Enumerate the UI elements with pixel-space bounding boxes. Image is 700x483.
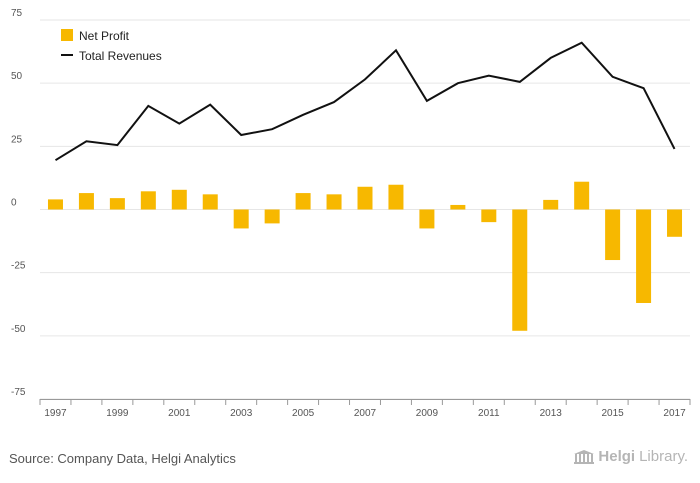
legend: Net Profit Total Revenues bbox=[61, 29, 162, 63]
net-profit-bar bbox=[140, 191, 156, 210]
x-tick-label: 2003 bbox=[230, 408, 253, 419]
y-tick-label: 75 bbox=[11, 8, 23, 19]
y-tick-label: 0 bbox=[11, 198, 17, 209]
x-tick-label: 2017 bbox=[663, 408, 686, 419]
x-tick-label: 2009 bbox=[416, 408, 439, 419]
net-profit-bar bbox=[636, 209, 652, 303]
net-profit-bars bbox=[47, 181, 683, 331]
total-revenues-polyline bbox=[54, 41, 676, 162]
brand-suffix: Library. bbox=[639, 448, 688, 465]
net-profit-bar bbox=[202, 194, 218, 210]
legend-bar-swatch bbox=[61, 29, 73, 41]
x-tick-label: 2005 bbox=[292, 408, 315, 419]
net-profit-bar bbox=[512, 209, 528, 331]
x-axis: 1997 1999 2001 2003 2005 2007 2009 2011 2013 2015… bbox=[39, 399, 691, 419]
net-profit-bar bbox=[357, 186, 373, 210]
net-profit-bar bbox=[419, 209, 435, 229]
x-tick-label: 1997 bbox=[44, 408, 67, 419]
net-profit-bar bbox=[326, 194, 342, 210]
net-profit-bar bbox=[295, 193, 311, 210]
net-profit-bar bbox=[264, 209, 280, 224]
source-text: Source: Company Data, Helgi Analytics bbox=[9, 451, 236, 466]
footer: Source: Company Data, Helgi Analytics He… bbox=[0, 438, 700, 483]
net-profit-bar bbox=[78, 193, 94, 210]
y-tick-label: -75 bbox=[11, 387, 26, 398]
legend-label-net-profit: Net Profit bbox=[79, 29, 130, 43]
brand-name: Helgi bbox=[598, 448, 636, 465]
net-profit-bar bbox=[388, 184, 404, 210]
x-tick-label: 2015 bbox=[601, 408, 624, 419]
x-tick-label: 1999 bbox=[106, 408, 129, 419]
y-tick-label: 50 bbox=[11, 71, 23, 82]
net-profit-bar bbox=[574, 181, 590, 210]
y-axis-ticks: 75 50 25 0 -25 -50 -75 bbox=[11, 8, 26, 398]
net-profit-bar bbox=[233, 209, 249, 229]
x-tick-label: 2007 bbox=[354, 408, 377, 419]
x-tick-label: 2013 bbox=[540, 408, 563, 419]
net-profit-bar bbox=[171, 189, 187, 210]
x-tick-label: 2001 bbox=[168, 408, 191, 419]
net-profit-bar bbox=[47, 199, 63, 210]
net-profit-bar bbox=[450, 204, 466, 210]
legend-label-total-revenues: Total Revenues bbox=[79, 49, 162, 63]
helgi-library-logo: Helgi Library. bbox=[574, 448, 688, 465]
y-tick-label: -25 bbox=[11, 261, 26, 272]
net-profit-bar bbox=[481, 209, 497, 223]
y-tick-label: 25 bbox=[11, 134, 23, 145]
chart: 75 50 25 0 -25 -50 -75 1997 1999 2001 2003 2005 200… bbox=[11, 8, 691, 419]
net-profit-bar bbox=[605, 209, 621, 261]
library-building-icon bbox=[574, 449, 595, 464]
net-profit-bar bbox=[543, 199, 559, 210]
total-revenues-line bbox=[54, 41, 676, 162]
x-tick-label: 2011 bbox=[478, 408, 500, 419]
y-tick-label: -50 bbox=[11, 324, 26, 335]
net-profit-bar bbox=[109, 198, 125, 210]
net-profit-bar bbox=[667, 209, 683, 237]
